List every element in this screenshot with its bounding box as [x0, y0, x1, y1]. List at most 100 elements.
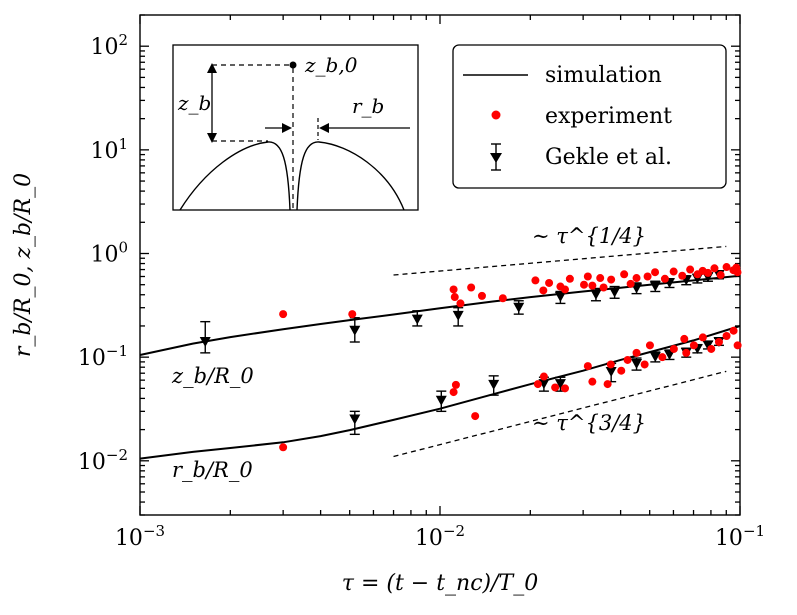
gekle-triangle	[349, 414, 361, 425]
x-tick-label: 10−3	[115, 522, 165, 551]
experiment-point	[660, 274, 669, 283]
experiment-point	[450, 293, 459, 302]
experiment-point	[617, 366, 626, 375]
experiment-point	[680, 334, 689, 343]
experiment-point	[651, 268, 660, 277]
experiment-point	[707, 344, 716, 353]
x-tick-label: 10−2	[415, 522, 465, 551]
gekle-marker	[349, 410, 361, 436]
experiment-point	[722, 263, 731, 272]
experiment-point	[477, 291, 486, 300]
experiment-point	[583, 272, 592, 281]
gekle-marker	[435, 390, 447, 413]
experiment-point	[733, 268, 742, 277]
y-tick-label: 102	[90, 31, 128, 60]
tick-labels: 10−3 10−2 10−1 10−2 10−1 100 101 102	[78, 31, 765, 551]
experiment-point	[623, 355, 632, 364]
experiment-point	[669, 267, 678, 276]
y-tick-label: 10−2	[78, 446, 128, 475]
y-tick-label: 100	[90, 239, 128, 268]
experiment-point	[703, 268, 712, 277]
gekle-marker	[452, 306, 464, 327]
experiment-points	[279, 263, 742, 452]
experiment-point	[588, 377, 597, 386]
experiment-point	[698, 333, 707, 342]
experiment-point	[539, 286, 548, 295]
axis-ticks	[139, 14, 741, 516]
gekle-triangle	[554, 292, 566, 303]
experiment-point	[714, 338, 723, 347]
experiment-point	[682, 348, 691, 357]
experiment-point	[580, 280, 589, 289]
inset-zb-arrowhead-bottom	[207, 133, 217, 143]
experiment-point	[640, 360, 649, 369]
gekle-marker	[411, 310, 423, 327]
experiment-point	[533, 380, 542, 389]
experiment-point	[456, 299, 465, 308]
experiment-point	[588, 281, 597, 290]
experiment-point	[678, 271, 687, 280]
slope-guide-line	[393, 370, 727, 458]
gekle-triangle	[199, 337, 211, 348]
experiment-point	[279, 443, 288, 452]
experiment-point	[645, 341, 654, 350]
inset-label-rb: r_b	[352, 94, 384, 118]
legend-gekle-swatch	[490, 143, 502, 171]
inset-left-lobe	[179, 141, 291, 211]
slope-guides	[393, 245, 727, 458]
inset-label-zb: z_b	[177, 91, 211, 115]
experiment-point	[467, 283, 476, 292]
y-axis-label: r_b/R_0, z_b/R_0	[11, 173, 36, 357]
gekle-triangle	[649, 281, 661, 292]
gekle-triangle	[452, 310, 464, 321]
y-tick-label: 101	[90, 135, 128, 164]
gekle-triangle	[488, 379, 500, 390]
experiment-point	[606, 360, 615, 369]
experiment-point	[596, 274, 605, 283]
experiment-point	[498, 294, 507, 303]
inset-rb-arrowhead-left	[282, 123, 292, 133]
gekle-triangle	[554, 379, 566, 390]
experiment-point	[471, 412, 480, 421]
inset-right-lobe	[296, 141, 405, 211]
gekle-triangle	[349, 325, 361, 336]
curve-label-z: z_b/R_0	[171, 364, 254, 388]
legend-gekle-label: Gekle et al.	[545, 145, 672, 170]
experiment-point	[686, 265, 695, 274]
experiment-point	[560, 384, 569, 393]
gekle-marker	[649, 351, 661, 363]
experiment-point	[689, 341, 698, 350]
inset: z_b,0 z_b r_b	[172, 44, 419, 211]
experiment-point	[607, 275, 616, 284]
x-axis-label: τ = (t − t_nc)/T_0	[342, 571, 538, 596]
gekle-triangle	[649, 352, 661, 363]
gekle-triangle	[538, 379, 550, 390]
legend: simulation experiment Gekle et al.	[452, 44, 727, 189]
experiment-point	[632, 274, 641, 283]
gekle-marker	[199, 320, 211, 354]
experiment-point	[565, 274, 574, 283]
experiment-point	[583, 362, 592, 371]
experiment-point	[545, 278, 554, 287]
experiment-point	[729, 326, 738, 335]
experiment-point	[560, 285, 569, 294]
experiment-point	[449, 285, 458, 294]
experiment-point	[279, 310, 288, 319]
gekle-triangle	[609, 287, 621, 298]
legend-experiment-label: experiment	[545, 104, 672, 129]
legend-simulation-label: simulation	[545, 63, 662, 88]
gekle-marker	[609, 285, 621, 299]
y-tick-label: 10−1	[78, 342, 128, 371]
experiment-point	[632, 348, 641, 357]
experiment-point	[451, 380, 460, 389]
experiment-point	[733, 341, 742, 350]
inset-rb-arrowhead-right	[319, 123, 329, 133]
inset-label-zb0: z_b,0	[304, 53, 358, 77]
gekle-triangle	[631, 358, 643, 369]
experiment-point	[531, 276, 540, 285]
experiment-point	[669, 344, 678, 353]
slope-label-upper: ∼ τ^{1/4}	[532, 224, 646, 248]
gekle-marker	[488, 375, 500, 396]
experiment-point	[716, 271, 725, 280]
